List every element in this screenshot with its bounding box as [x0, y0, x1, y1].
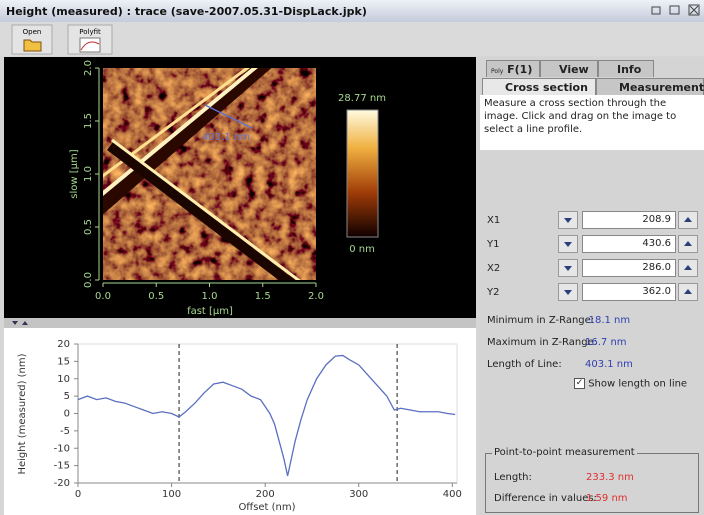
open-button[interactable]: Open	[12, 25, 52, 54]
button-label: Polyfit	[79, 28, 101, 36]
page: Height (measured) : trace (save-2007.05.…	[0, 0, 704, 515]
x-tick-label: 400	[443, 489, 462, 500]
polyfit-button[interactable]: Polyfit	[68, 25, 112, 54]
y-tick-label: 15	[57, 356, 70, 367]
decrement-button[interactable]	[558, 235, 578, 253]
afm-image[interactable]	[95, 60, 316, 290]
field-label: Y2	[487, 287, 499, 298]
stat-value: 16.7 nm	[585, 337, 627, 348]
increment-button[interactable]	[678, 283, 698, 301]
tab[interactable]: Info	[598, 60, 654, 77]
line-length-label: 403.1 nm	[202, 132, 250, 143]
field-label: X1	[487, 215, 500, 226]
field-label: Y1	[487, 239, 499, 250]
tab-label: Measurement	[619, 81, 704, 94]
x-axis-label: Offset (nm)	[238, 502, 295, 513]
field-input[interactable]: 286.0	[582, 259, 676, 277]
x-tick-label: 0	[75, 489, 81, 500]
increment-button[interactable]	[678, 259, 698, 277]
description: Measure a cross section through the imag…	[480, 95, 704, 150]
x-tick-label: 100	[162, 489, 181, 500]
measurement-value: 233.3 nm	[586, 472, 634, 483]
field-input[interactable]: 430.6	[582, 235, 676, 253]
measurement-label: Length:	[494, 472, 532, 483]
field-input[interactable]: 208.9	[582, 211, 676, 229]
button-label: Open	[23, 28, 42, 36]
decrement-button[interactable]	[558, 283, 578, 301]
tab[interactable]: Measurement	[596, 78, 704, 95]
y-axis-label: Height (measured) (nm)	[17, 353, 28, 474]
side-panel: Poly F(1) View Info Cross section Measur…	[480, 57, 704, 515]
image-y-tick-label: 0.5	[83, 219, 94, 235]
decrement-button[interactable]	[558, 211, 578, 229]
group-title: Point-to-point measurement	[492, 447, 637, 458]
measurement-value: 1.59 nm	[586, 493, 628, 504]
stat-value: -18.1 nm	[585, 315, 630, 326]
y-tick-label: 10	[57, 374, 70, 385]
stat-label: Maximum in Z-Range:	[487, 337, 597, 348]
tab-label: Info	[617, 63, 641, 76]
image-x-tick-label: 1.5	[255, 291, 271, 302]
colorbar	[347, 110, 378, 237]
tab-label: F(1)	[507, 63, 532, 76]
stat-label: Length of Line:	[487, 359, 562, 370]
measurement-label: Difference in values:	[494, 493, 597, 504]
decrement-button[interactable]	[558, 259, 578, 277]
tab-selected[interactable]: Cross section	[482, 78, 596, 95]
tab-prefix: Poly	[491, 68, 503, 75]
splitter[interactable]	[4, 318, 476, 328]
window-title: Height (measured) : trace (save-2007.05.…	[6, 5, 367, 18]
checkbox-label: Show length on line	[588, 379, 687, 390]
y-tick-label: 5	[64, 391, 70, 402]
tab-label: View	[559, 63, 589, 76]
increment-button[interactable]	[678, 211, 698, 229]
x-tick-label: 300	[349, 489, 368, 500]
y-tick-label: -5	[60, 426, 70, 437]
image-x-tick-label: 0.0	[95, 291, 111, 302]
coordinate-row: X2 286.0	[480, 259, 704, 279]
image-y-tick-label: 1.0	[83, 166, 94, 182]
tab-label: Cross section	[505, 81, 588, 94]
image-y-tick-label: 2.0	[83, 60, 94, 76]
show-length-checkbox[interactable]: ✓ Show length on line	[574, 378, 687, 390]
colorbar-max: 28.77 nm	[338, 93, 386, 104]
image-y-tick-label: 1.5	[83, 113, 94, 129]
coordinate-row: Y1 430.6	[480, 235, 704, 255]
y-tick-label: -10	[54, 443, 70, 454]
tab[interactable]: View	[540, 60, 598, 77]
x-tick-label: 200	[256, 489, 275, 500]
point-to-point-group: Point-to-point measurement Length:233.3 …	[485, 453, 699, 513]
y-tick-label: -15	[54, 461, 70, 472]
image-x-label: fast [µm]	[187, 306, 233, 317]
image-x-tick-label: 0.5	[148, 291, 164, 302]
increment-button[interactable]	[678, 235, 698, 253]
image-y-label: slow [µm]	[69, 149, 80, 198]
y-tick-label: 0	[64, 409, 70, 420]
image-x-tick-label: 1.0	[202, 291, 218, 302]
coordinate-row: Y2 362.0	[480, 283, 704, 303]
coordinate-row: X1 208.9	[480, 211, 704, 231]
image-x-tick-label: 2.0	[308, 291, 324, 302]
image-y-tick-label: 0.0	[83, 272, 94, 288]
profile-panel	[4, 328, 476, 515]
colorbar-min: 0 nm	[349, 244, 375, 255]
y-tick-label: 20	[57, 339, 70, 350]
field-label: X2	[487, 263, 500, 274]
field-input[interactable]: 362.0	[582, 283, 676, 301]
stat-label: Minimum in Z-Range:	[487, 315, 594, 326]
stat-value: 403.1 nm	[585, 359, 633, 370]
tab[interactable]: Poly F(1)	[486, 60, 540, 77]
y-tick-label: -20	[54, 478, 70, 489]
